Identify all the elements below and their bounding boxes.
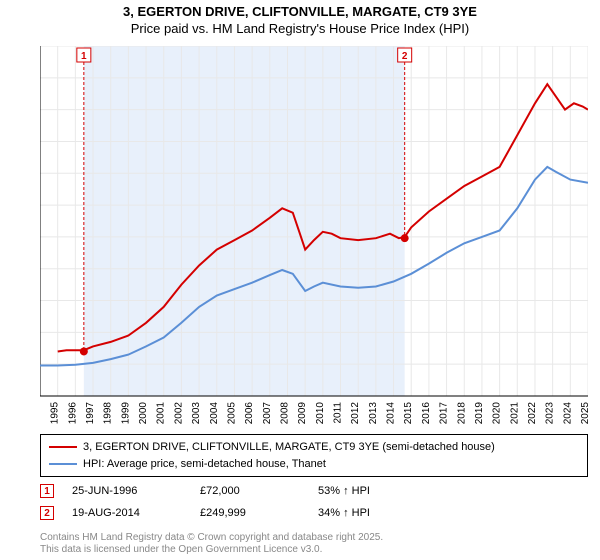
footer-line1: Contains HM Land Registry data © Crown c…	[40, 532, 383, 544]
svg-text:2007: 2007	[262, 402, 273, 425]
svg-text:2023: 2023	[545, 402, 556, 425]
footer-line2: This data is licensed under the Open Gov…	[40, 544, 383, 556]
svg-text:2018: 2018	[456, 402, 467, 425]
sale-hpi-delta: 53% ↑ HPI	[318, 485, 370, 497]
svg-text:2003: 2003	[191, 402, 202, 425]
svg-text:2001: 2001	[156, 402, 167, 425]
svg-text:2005: 2005	[226, 402, 237, 425]
title-subtitle: Price paid vs. HM Land Registry's House …	[0, 21, 600, 38]
title-address: 3, EGERTON DRIVE, CLIFTONVILLE, MARGATE,…	[0, 4, 600, 21]
svg-text:2004: 2004	[209, 402, 220, 425]
data-attribution: Contains HM Land Registry data © Crown c…	[40, 532, 383, 556]
legend-item: HPI: Average price, semi-detached house,…	[49, 456, 579, 473]
line-chart: £0£50K£100K£150K£200K£250K£300K£350K£400…	[40, 46, 588, 426]
svg-text:1999: 1999	[120, 402, 131, 425]
svg-text:2010: 2010	[315, 402, 326, 425]
svg-text:2019: 2019	[474, 402, 485, 425]
legend-item: 3, EGERTON DRIVE, CLIFTONVILLE, MARGATE,…	[49, 439, 579, 456]
svg-text:1995: 1995	[50, 402, 61, 425]
svg-text:1998: 1998	[103, 402, 114, 425]
svg-text:2006: 2006	[244, 402, 255, 425]
svg-text:2008: 2008	[279, 402, 290, 425]
svg-text:2015: 2015	[403, 402, 414, 425]
legend-label: 3, EGERTON DRIVE, CLIFTONVILLE, MARGATE,…	[83, 439, 495, 456]
sale-price: £72,000	[200, 485, 300, 497]
sale-marker: 1	[40, 484, 54, 498]
legend: 3, EGERTON DRIVE, CLIFTONVILLE, MARGATE,…	[40, 434, 588, 477]
svg-text:1996: 1996	[67, 402, 78, 425]
sale-events: 1 25-JUN-1996 £72,000 53% ↑ HPI 2 19-AUG-2014…	[40, 480, 588, 524]
svg-text:2012: 2012	[350, 402, 361, 425]
svg-text:2022: 2022	[527, 402, 538, 425]
svg-text:1994: 1994	[40, 402, 43, 425]
sale-row: 2 19-AUG-2014 £249,999 34% ↑ HPI	[40, 502, 588, 524]
legend-swatch	[49, 446, 77, 448]
svg-text:2017: 2017	[439, 402, 450, 425]
svg-text:2014: 2014	[386, 402, 397, 425]
svg-text:1997: 1997	[85, 402, 96, 425]
sale-marker: 2	[40, 506, 54, 520]
svg-text:2024: 2024	[562, 402, 573, 425]
svg-text:2002: 2002	[173, 402, 184, 425]
svg-text:2: 2	[402, 51, 408, 62]
svg-text:2009: 2009	[297, 402, 308, 425]
sale-date: 19-AUG-2014	[72, 507, 182, 519]
sale-row: 1 25-JUN-1996 £72,000 53% ↑ HPI	[40, 480, 588, 502]
legend-label: HPI: Average price, semi-detached house,…	[83, 456, 326, 473]
sale-date: 25-JUN-1996	[72, 485, 182, 497]
svg-text:2013: 2013	[368, 402, 379, 425]
chart-title: 3, EGERTON DRIVE, CLIFTONVILLE, MARGATE,…	[0, 0, 600, 38]
svg-text:2025: 2025	[580, 402, 588, 425]
sale-hpi-delta: 34% ↑ HPI	[318, 507, 370, 519]
legend-swatch	[49, 463, 77, 465]
svg-text:1: 1	[81, 51, 87, 62]
svg-text:2016: 2016	[421, 402, 432, 425]
sale-price: £249,999	[200, 507, 300, 519]
svg-text:2021: 2021	[509, 402, 520, 425]
svg-text:2000: 2000	[138, 402, 149, 425]
svg-text:2020: 2020	[492, 402, 503, 425]
svg-text:2011: 2011	[333, 402, 344, 424]
chart-container: 3, EGERTON DRIVE, CLIFTONVILLE, MARGATE,…	[0, 0, 600, 560]
